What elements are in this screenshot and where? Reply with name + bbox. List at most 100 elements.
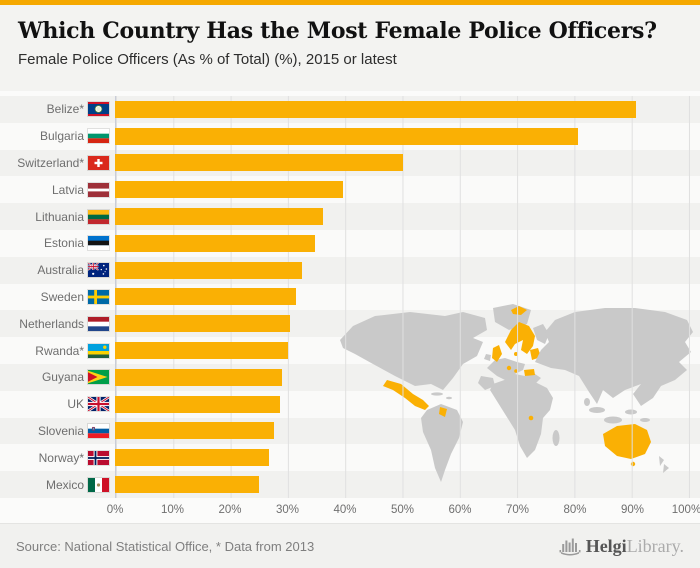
x-tick-label: 100% <box>671 504 700 516</box>
country-label: Guyana <box>41 370 84 385</box>
x-tick-label: 30% <box>275 504 300 516</box>
country-row: Bulgaria <box>0 122 700 150</box>
brand-name-helgi: Helgi <box>585 536 627 556</box>
country-label: Latvia <box>51 182 84 197</box>
x-tick-label: 40% <box>333 504 357 516</box>
x-tick-label: 80% <box>563 504 587 516</box>
header: Which Country Has the Most Female Police… <box>0 5 700 91</box>
latvia-flag-icon <box>87 181 110 198</box>
bar-track <box>115 100 690 118</box>
country-row: Rwanda* <box>0 337 700 364</box>
value-bar <box>115 368 282 386</box>
guyana-flag-icon <box>87 369 110 386</box>
x-tick-label: 90% <box>620 504 645 516</box>
x-tick-label: 60% <box>448 504 472 516</box>
chart-rows: Belize* Bulgaria Switzerland* Latvia Lit… <box>0 96 700 498</box>
estonia-flag-icon <box>87 235 110 252</box>
country-label: Slovenia <box>37 423 84 438</box>
bar-track <box>115 395 690 413</box>
country-label: Norway* <box>38 450 84 465</box>
page-title: Which Country Has the Most Female Police… <box>18 18 657 44</box>
country-row: Latvia <box>0 176 700 204</box>
x-tick-label: 70% <box>505 504 530 516</box>
country-label: Netherlands <box>19 316 84 331</box>
country-row: Netherlands <box>0 310 700 338</box>
country-label: Mexico <box>45 477 84 492</box>
value-bar <box>115 315 290 333</box>
value-bar <box>115 476 260 494</box>
country-label: Lithuania <box>35 209 84 224</box>
bar-track <box>115 422 690 440</box>
country-row: Lithuania <box>0 203 700 230</box>
value-bar <box>115 100 636 118</box>
country-label: Australia <box>37 263 84 278</box>
country-label: Estonia <box>43 236 84 251</box>
value-bar <box>115 234 316 252</box>
country-label: Rwanda* <box>35 343 84 358</box>
country-row: UK <box>0 390 700 418</box>
switzerland-flag-icon <box>87 154 110 171</box>
country-label: Sweden <box>40 289 84 304</box>
bulgaria-flag-icon <box>87 128 110 145</box>
bar-track <box>115 449 690 467</box>
country-label: Bulgaria <box>39 129 84 144</box>
x-tick-label: 0% <box>106 504 124 516</box>
value-bar <box>115 342 288 360</box>
country-row: Mexico <box>0 471 700 498</box>
bar-track <box>115 208 690 226</box>
country-label: Belize* <box>46 102 84 117</box>
x-axis: 0% 10% 20% 30% 40% 50% 60% 70% 80% 90% 100% <box>107 498 700 522</box>
x-tick-label: 10% <box>160 504 185 516</box>
country-row: Norway* <box>0 444 700 472</box>
australia-flag-icon <box>87 262 110 279</box>
brand-logo: HelgiLibrary. <box>559 536 684 556</box>
bar-chart: Belize* Bulgaria Switzerland* Latvia Lit… <box>0 96 700 522</box>
country-label: Switzerland* <box>17 155 84 170</box>
x-tick-label: 20% <box>218 504 242 516</box>
x-tick-label: 50% <box>390 504 415 516</box>
chart-subtitle: Female Police Officers (As % of Total) (… <box>18 51 397 68</box>
bar-track <box>115 261 690 279</box>
country-row: Sweden <box>0 283 700 311</box>
uk-flag-icon <box>87 396 110 413</box>
top-accent-bar <box>0 0 700 5</box>
netherlands-flag-icon <box>87 315 110 332</box>
norway-flag-icon <box>87 449 110 466</box>
bar-track <box>115 288 690 306</box>
value-bar <box>115 154 404 172</box>
value-bar <box>115 208 323 226</box>
bar-track <box>115 342 690 360</box>
footer: Source: National Statistical Office, * D… <box>0 523 700 568</box>
value-bar <box>115 261 302 279</box>
country-row: Switzerland* <box>0 149 700 177</box>
belize-flag-icon <box>87 101 110 118</box>
bar-track <box>115 154 690 172</box>
sweden-flag-icon <box>87 288 110 305</box>
country-row: Estonia <box>0 229 700 257</box>
value-bar <box>115 422 275 440</box>
mexico-flag-icon <box>87 476 110 493</box>
brand-bars-icon <box>559 538 581 556</box>
value-bar <box>115 181 344 199</box>
value-bar <box>115 395 281 413</box>
rwanda-flag-icon <box>87 342 110 359</box>
bar-track <box>115 234 690 252</box>
bar-track <box>115 181 690 199</box>
slovenia-flag-icon <box>87 422 110 439</box>
bar-track <box>115 368 690 386</box>
country-label: UK <box>67 397 84 412</box>
value-bar <box>115 449 269 467</box>
bar-track <box>115 127 690 145</box>
country-row: Belize* <box>0 96 700 123</box>
country-row: Australia <box>0 256 700 284</box>
value-bar <box>115 127 579 145</box>
lithuania-flag-icon <box>87 208 110 225</box>
brand-name-library: Library. <box>626 536 684 556</box>
bar-track <box>115 476 690 494</box>
brand-name: HelgiLibrary. <box>586 537 684 555</box>
value-bar <box>115 288 296 306</box>
country-row: Guyana <box>0 363 700 391</box>
bar-track <box>115 315 690 333</box>
source-text: Source: National Statistical Office, * D… <box>16 538 315 554</box>
